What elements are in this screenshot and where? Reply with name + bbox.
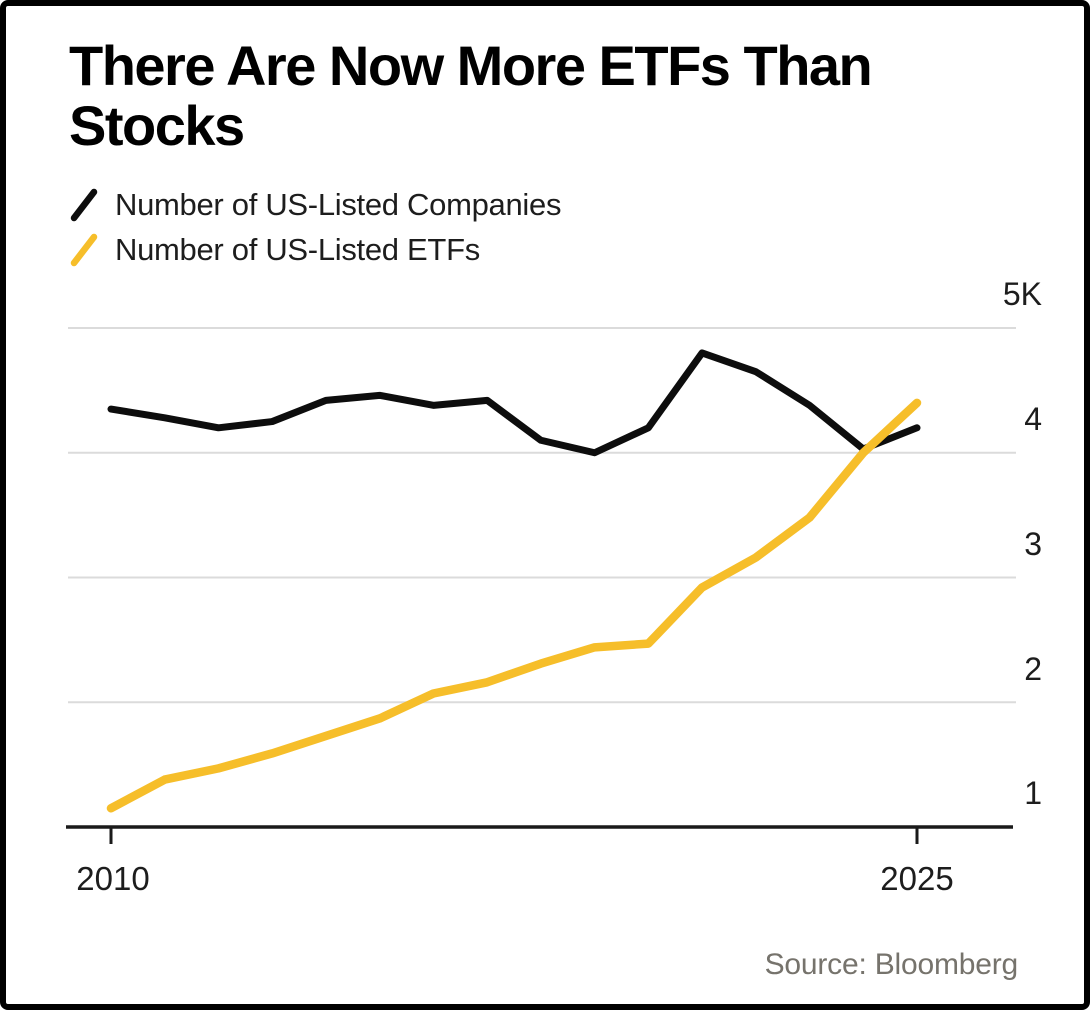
legend-label-etfs: Number of US-Listed ETFs [115,231,480,267]
source-attribution: Source: Bloomberg [764,948,1019,981]
legend-item-companies: Number of US-Listed Companies [69,182,561,227]
etfs-data-line [106,398,922,813]
legend: Number of US-Listed Companies Number of … [69,182,561,272]
x-axis-tick-label-2025: 2025 [880,860,954,897]
x-axis-tick-label-2010: 2010 [76,860,150,897]
line-chart-plot [66,327,1016,844]
legend-item-etfs: Number of US-Listed ETFs [69,227,561,272]
y-axis-tick-label-3: 3 [1024,526,1042,562]
y-axis-tick-label-2: 2 [1024,651,1042,687]
companies-data-line [107,349,921,457]
chart-title: There Are Now More ETFs Than Stocks [69,34,873,157]
legend-label-companies: Number of US-Listed Companies [115,186,562,222]
y-axis-tick-label-4: 4 [1024,401,1042,437]
y-axis-tick-label-1: 1 [1024,775,1042,811]
companies-line-swatch-icon [70,188,98,221]
etfs-line-swatch-icon [70,233,98,266]
y-axis-tick-label-5k: 5K [1002,276,1042,312]
